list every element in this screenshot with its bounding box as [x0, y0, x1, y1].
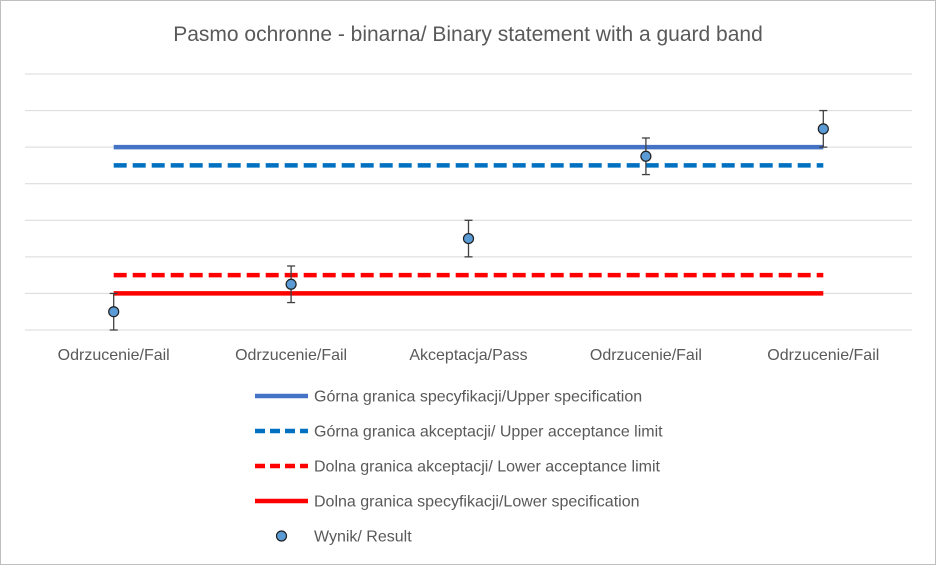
- legend-item: Dolna granica specyfikacji/Lower specifi…: [255, 494, 640, 511]
- series-lines: [113, 144, 824, 296]
- x-tick-label: Odrzucenie/Fail: [590, 347, 702, 364]
- result-point: [285, 265, 297, 304]
- result-point: [108, 292, 120, 331]
- result-marker: [285, 278, 297, 290]
- legend-item: Wynik/ Result: [275, 529, 412, 546]
- result-point: [640, 137, 652, 176]
- x-tick-labels: Odrzucenie/Fail Odrzucenie/Fail Akceptacja…: [58, 347, 880, 364]
- chart-title: Pasmo ochronne - binarna/ Binary stateme…: [173, 23, 763, 46]
- legend-label: Dolna granica akceptacji/ Lower acceptan…: [314, 459, 661, 476]
- result-point: [817, 109, 829, 148]
- x-tick-label: Odrzucenie/Fail: [235, 347, 347, 364]
- legend-label: Górna granica akceptacji/ Upper acceptan…: [314, 424, 663, 441]
- x-tick-label: Akceptacja/Pass: [409, 347, 527, 364]
- legend-item: Górna granica akceptacji/ Upper acceptan…: [255, 424, 663, 441]
- legend: Górna granica specyfikacji/Upper specifi…: [255, 389, 663, 546]
- result-marker: [462, 232, 475, 245]
- legend-label: Dolna granica specyfikacji/Lower specifi…: [314, 494, 640, 511]
- legend-item: Górna granica specyfikacji/Upper specifi…: [255, 389, 642, 406]
- result-marker: [640, 150, 652, 162]
- x-tick-label: Odrzucenie/Fail: [58, 347, 170, 364]
- legend-label: Górna granica specyfikacji/Upper specifi…: [314, 389, 642, 406]
- result-marker: [817, 123, 829, 135]
- result-marker: [108, 306, 120, 318]
- result-point: [462, 219, 475, 258]
- result-points: [108, 109, 829, 331]
- legend-item: Dolna granica akceptacji/ Lower acceptan…: [255, 459, 661, 476]
- legend-swatch: [275, 530, 288, 542]
- x-tick-label: Odrzucenie/Fail: [767, 347, 879, 364]
- legend-label: Wynik/ Result: [314, 529, 412, 546]
